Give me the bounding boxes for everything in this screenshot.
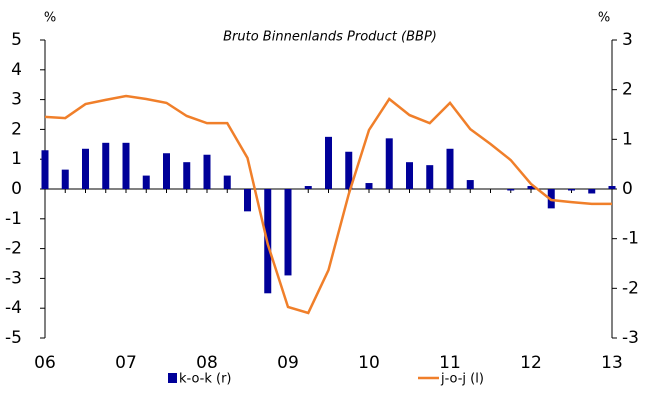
- y-tick-label: -3: [5, 268, 22, 288]
- y-tick-label: -2: [5, 239, 22, 259]
- y-unit: %: [44, 11, 56, 26]
- y2-tick-label: -3: [622, 328, 639, 348]
- bar: [588, 189, 596, 194]
- y2-unit: %: [598, 11, 610, 26]
- bar: [203, 154, 211, 189]
- y2-tick-label: -2: [622, 278, 639, 298]
- bar: [304, 186, 312, 189]
- bar: [102, 142, 110, 189]
- chart-title: Bruto Binnenlands Product (BBP): [223, 30, 437, 45]
- y-tick-label: -4: [5, 298, 22, 318]
- bar: [61, 169, 69, 189]
- bar: [244, 189, 251, 212]
- bar: [466, 180, 474, 189]
- bar: [325, 136, 332, 189]
- legend-swatch: [168, 373, 177, 383]
- bar: [365, 183, 373, 189]
- y2-tick-label: 3: [622, 30, 633, 50]
- bar: [507, 189, 515, 191]
- y-tick-label: 3: [11, 90, 22, 110]
- y-tick-label: -1: [5, 209, 22, 229]
- y-tick-label: 0: [11, 179, 22, 199]
- bar: [426, 165, 434, 189]
- x-tick-label: 12: [520, 353, 542, 373]
- x-tick-label: 13: [601, 353, 623, 373]
- x-tick-label: 10: [358, 353, 380, 373]
- x-tick-label: 11: [439, 353, 461, 373]
- bar: [142, 175, 150, 189]
- bar: [284, 189, 292, 276]
- x-tick-label: 07: [115, 353, 137, 373]
- y2-tick-label: 2: [622, 80, 633, 100]
- y-tick-label: -5: [5, 328, 22, 348]
- legend-label: j-o-j (l): [440, 372, 484, 387]
- x-tick-label: 06: [34, 353, 56, 373]
- bar: [345, 151, 353, 189]
- y-tick-label: 1: [11, 149, 22, 169]
- bar: [122, 142, 130, 189]
- bar: [568, 189, 575, 191]
- y2-tick-label: 1: [622, 129, 633, 149]
- bar: [406, 162, 413, 189]
- legend-label: k-o-k (r): [179, 372, 232, 387]
- x-tick-label: 09: [277, 353, 299, 373]
- x-tick-label: 08: [196, 353, 218, 373]
- y-tick-label: 2: [11, 119, 22, 139]
- bar: [527, 186, 535, 189]
- y-tick-label: 4: [11, 60, 22, 80]
- bar: [41, 150, 49, 189]
- line: [44, 94, 612, 315]
- y2-tick-label: -1: [622, 229, 639, 249]
- y2-tick-label: 0: [622, 179, 633, 199]
- bar: [82, 148, 89, 189]
- bar: [385, 138, 393, 189]
- bar: [163, 153, 170, 189]
- bar: [608, 186, 616, 189]
- bar: [183, 162, 191, 189]
- y-tick-label: 5: [11, 30, 22, 50]
- bar: [446, 148, 454, 189]
- bar: [223, 175, 231, 189]
